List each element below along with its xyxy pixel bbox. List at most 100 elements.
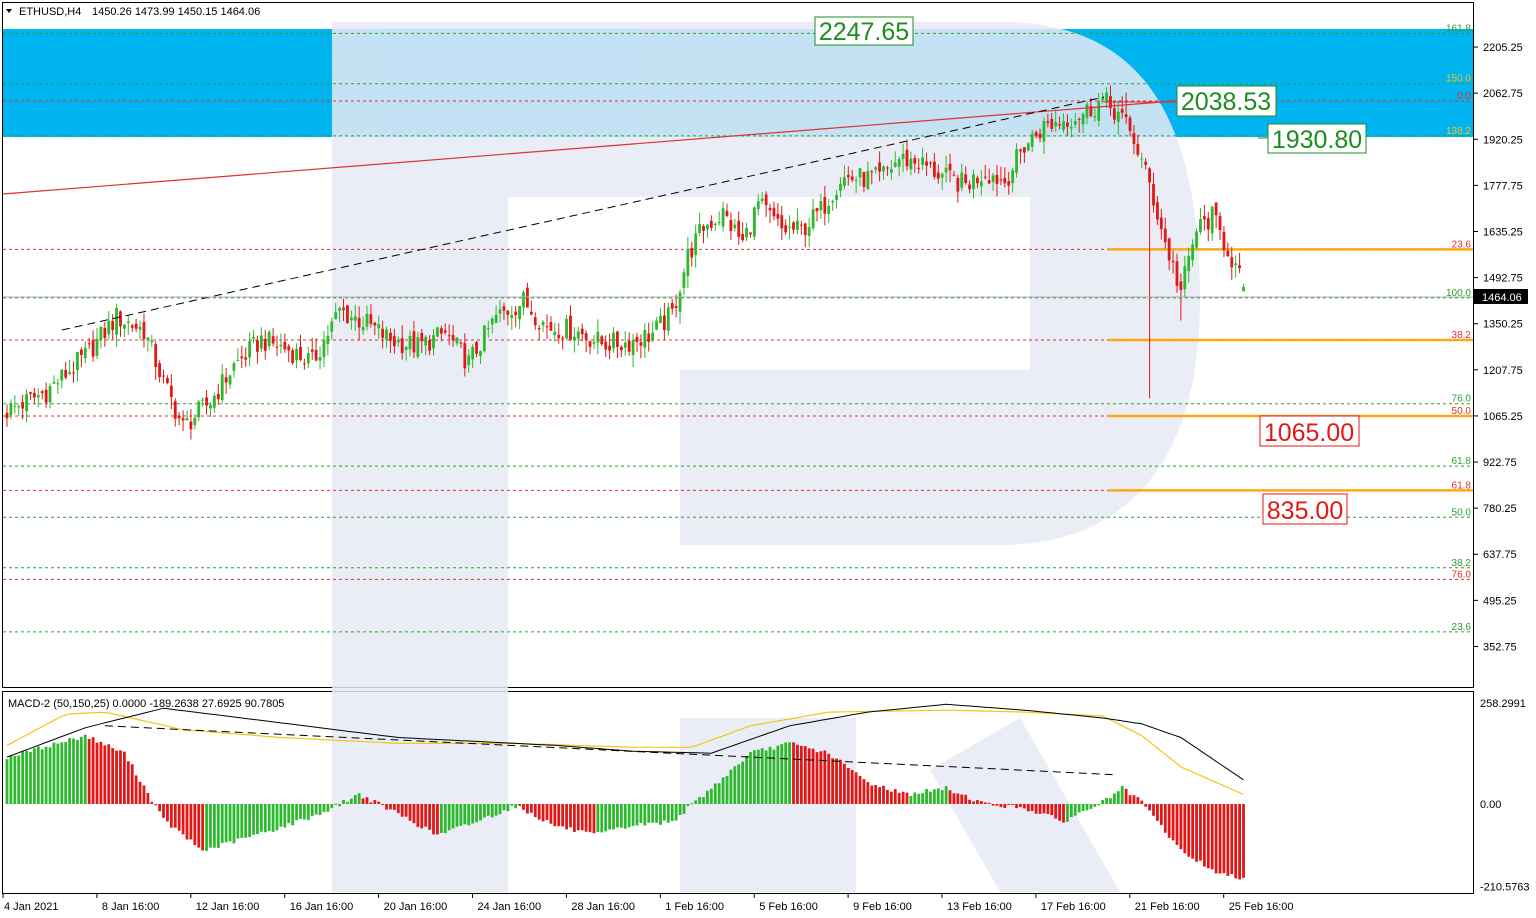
macd-hist-bar: [9, 755, 13, 804]
candle-body: [1030, 133, 1034, 147]
candle-body: [482, 325, 486, 352]
candle-body: [381, 328, 385, 338]
price-tick-label: 780.25: [1483, 503, 1517, 515]
macd-tick-label: 0.00: [1480, 799, 1501, 811]
time-tick-label: 13 Feb 16:00: [947, 901, 1012, 913]
candle-body: [400, 338, 404, 354]
candle-body: [572, 336, 576, 341]
candle-body: [87, 343, 91, 345]
macd-hist-bar: [467, 804, 471, 826]
macd-hist-bar: [36, 746, 40, 804]
candle-body: [197, 401, 201, 418]
candle-body: [678, 292, 682, 312]
candle-body: [917, 167, 921, 169]
macd-hist-bar: [197, 804, 201, 848]
candle-body: [725, 210, 729, 216]
candle-body: [866, 170, 870, 190]
macd-main-line: [6, 703, 1244, 781]
candle-body: [1175, 261, 1179, 286]
macd-hist-bar: [1007, 804, 1011, 805]
macd-hist-bar: [725, 776, 729, 804]
candle-body: [1140, 158, 1144, 160]
macd-hist-bar: [1179, 804, 1183, 850]
macd-hist-bar: [490, 804, 494, 818]
current-price-value: 1464.06: [1482, 292, 1522, 304]
candle-body: [447, 335, 451, 337]
macd-hist-bar: [522, 804, 525, 810]
macd-hist-bar: [1210, 804, 1214, 870]
candle-body: [353, 316, 357, 321]
candle-body: [948, 163, 952, 171]
candle-body: [561, 337, 565, 339]
macd-hist-bar: [976, 800, 979, 804]
macd-hist-bar: [635, 804, 639, 826]
macd-hist-bar: [1054, 804, 1058, 819]
macd-hist-bar: [389, 804, 392, 810]
macd-hist-bar: [1171, 804, 1175, 841]
candle-body: [518, 306, 522, 320]
macd-hist-bar: [1144, 804, 1148, 807]
macd-hist-bar: [432, 804, 435, 835]
candle-body: [259, 335, 263, 349]
macd-hist-bar: [678, 804, 682, 816]
candle-body: [823, 197, 827, 214]
macd-hist-bar: [498, 804, 502, 815]
candle-body: [130, 325, 134, 328]
candle-body: [690, 247, 694, 258]
candle-body: [224, 377, 228, 383]
macd-hist-bar: [373, 800, 377, 804]
fib-label: 138.2: [1446, 126, 1471, 137]
candle-body: [271, 336, 275, 344]
macd-hist-bar: [592, 804, 596, 834]
macd-hist-bar: [616, 804, 619, 828]
macd-hist-bar: [639, 804, 643, 823]
macd-hist-bar: [475, 804, 478, 823]
candle-body: [721, 208, 725, 227]
macd-hist-bar: [866, 782, 870, 804]
macd-hist-bar: [780, 744, 784, 804]
candle-body: [361, 327, 365, 331]
candle-body: [784, 225, 788, 233]
candle-body: [357, 317, 361, 328]
candle-body: [1171, 260, 1175, 263]
price-tick-label: 1920.25: [1483, 134, 1523, 146]
macd-hist-bar: [353, 795, 357, 804]
macd-hist-bar: [741, 761, 745, 804]
candle-body: [506, 310, 510, 315]
candle-body: [408, 335, 412, 350]
macd-hist-bar: [29, 751, 32, 804]
macd-hist-bar: [377, 801, 381, 804]
macd-hist-bar: [459, 804, 463, 826]
candle-body: [1097, 101, 1101, 121]
macd-hist-bar: [338, 804, 342, 807]
macd-hist-bar: [252, 804, 255, 835]
candle-body: [889, 169, 893, 173]
candle-body: [212, 395, 216, 408]
candle-body: [25, 394, 28, 412]
candle-body: [616, 331, 619, 347]
macd-hist-bar: [839, 759, 842, 804]
fib-label: 61.8: [1452, 456, 1472, 467]
candles: [5, 85, 1245, 440]
candle-body: [752, 207, 756, 237]
candle-body: [189, 421, 193, 430]
candle-body: [1112, 108, 1116, 120]
macd-hist-bar: [1038, 804, 1042, 814]
candle-body: [1234, 263, 1238, 266]
macd-hist-bar: [1112, 793, 1116, 804]
dropdown-triangle-icon[interactable]: [6, 9, 12, 13]
price-tick-label: 1207.75: [1483, 365, 1523, 377]
macd-hist-bar: [623, 804, 627, 829]
macd-hist-bar: [44, 746, 48, 804]
time-axis: 4 Jan 2021 8 Jan 16:00 12 Jan 16:00 16 Jan …: [2, 893, 1294, 913]
macd-hist-bar: [1015, 804, 1018, 809]
price-tick-label: 1350.25: [1483, 319, 1523, 331]
candle-body: [310, 349, 314, 352]
macd-hist-bar: [893, 789, 897, 804]
candle-body: [549, 322, 553, 331]
macd-hist-bar: [1242, 804, 1245, 878]
macd-hist-bar: [643, 804, 647, 826]
macd-hist-bar: [854, 772, 858, 804]
candle-body: [236, 360, 240, 362]
